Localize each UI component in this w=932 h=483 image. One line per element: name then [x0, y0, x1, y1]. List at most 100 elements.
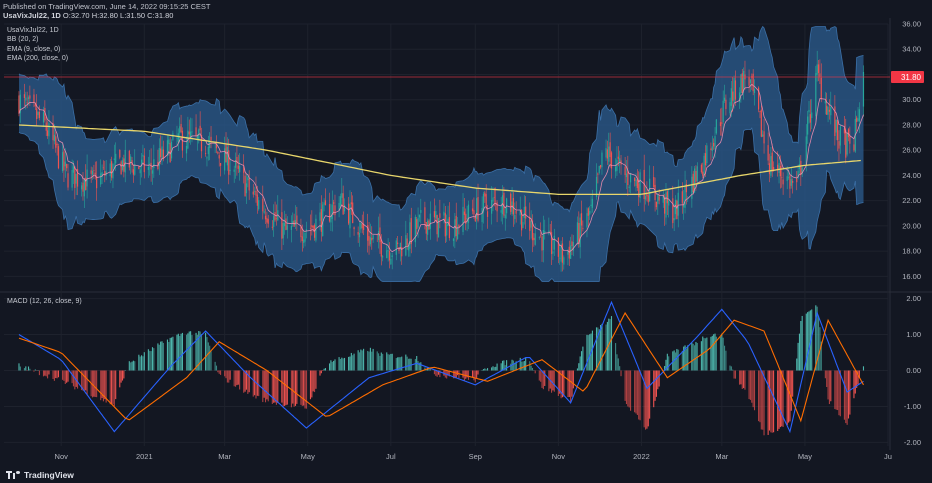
macd-tick-label: -1.00: [904, 402, 921, 411]
candle-body: [486, 211, 489, 217]
histogram-bar: [646, 370, 648, 429]
histogram-bar: [414, 358, 416, 371]
legend-ema200[interactable]: EMA (200, close, 0): [7, 55, 69, 63]
candle-body: [511, 201, 513, 215]
candle-body: [234, 160, 237, 168]
candle-body: [75, 173, 77, 184]
histogram-bar: [597, 327, 599, 371]
histogram-bar: [220, 370, 222, 375]
candle-body: [391, 255, 393, 258]
legend-ema9[interactable]: EMA (9, close, 0): [7, 45, 61, 53]
histogram-bar: [19, 366, 21, 371]
histogram-bar: [552, 370, 554, 391]
candle-body: [86, 169, 88, 187]
bollinger-upper: [18, 25, 864, 213]
histogram-bar: [67, 370, 69, 382]
candle-body: [386, 250, 388, 259]
axes: 36.0034.0032.0030.0028.0026.0024.0022.00…: [55, 20, 924, 461]
histogram-bar: [853, 370, 855, 399]
candle-body: [417, 217, 419, 228]
histogram-bar: [807, 312, 809, 371]
candle-body: [94, 172, 96, 175]
histogram-bar: [296, 370, 298, 404]
candle-body: [26, 102, 28, 103]
histogram-bar: [541, 370, 543, 388]
candle-body: [801, 167, 803, 175]
histogram-bar: [55, 370, 57, 379]
candle-body: [817, 64, 820, 73]
candle-body: [119, 149, 121, 158]
histogram-bar: [458, 370, 460, 379]
histogram-bar: [837, 370, 839, 411]
histogram-bar: [748, 370, 750, 400]
histogram-bar: [704, 338, 707, 371]
candle-body: [476, 198, 478, 219]
logo-text: TradingView: [24, 470, 74, 480]
candle-body: [816, 64, 818, 75]
histogram-bar: [401, 356, 403, 371]
macd-legend[interactable]: MACD (12, 26, close, 9): [7, 298, 82, 305]
histogram-bar: [684, 345, 686, 371]
ema200-line: [18, 124, 861, 196]
histogram-bar: [534, 370, 536, 374]
candle-body: [29, 95, 31, 99]
candle-body: [847, 129, 850, 138]
histogram-bar: [847, 370, 850, 419]
candle-body: [115, 153, 117, 164]
histogram-bar: [429, 368, 431, 371]
candle-body: [18, 95, 20, 114]
candle-body: [312, 225, 314, 229]
candle-body: [625, 173, 628, 178]
candle-body: [482, 193, 485, 213]
candle-body: [120, 161, 122, 175]
candle-body: [595, 176, 598, 197]
candle-body: [843, 128, 846, 134]
candle-body: [567, 250, 569, 255]
candle-body: [311, 225, 313, 228]
histogram-bar: [790, 370, 792, 411]
candle-body: [672, 198, 674, 224]
candle-body: [286, 225, 288, 230]
histogram-bar: [515, 361, 517, 371]
macd-tick-label: -2.00: [904, 438, 921, 447]
candle-body: [343, 204, 346, 212]
histogram-bar: [274, 370, 276, 403]
histogram-bar: [311, 370, 313, 398]
histogram-bar: [123, 370, 125, 379]
candle-body: [90, 170, 92, 174]
histogram-bar: [540, 370, 542, 382]
histogram-bar: [762, 370, 764, 430]
candle-body: [740, 74, 742, 94]
histogram-bar: [255, 370, 257, 399]
candle-body: [687, 196, 689, 198]
histogram-bar: [207, 342, 209, 371]
histogram-bar: [816, 306, 818, 371]
histogram-bar: [37, 370, 39, 371]
candle-body: [290, 225, 293, 230]
histogram-bar: [681, 350, 683, 371]
histogram-bar: [485, 369, 487, 371]
histogram-bar: [722, 337, 724, 371]
histogram-bar: [380, 352, 382, 371]
histogram-bar: [168, 341, 170, 371]
histogram-bar: [286, 370, 288, 405]
candle-body: [571, 241, 573, 247]
histogram-bar: [170, 337, 173, 371]
candle-body: [96, 176, 98, 189]
candle-body: [673, 218, 675, 221]
histogram-bar: [768, 370, 771, 431]
indicator-legend[interactable]: UsaVixJul22, 1D BB (20, 2) EMA (9, close…: [7, 26, 68, 64]
candle-body: [685, 183, 688, 193]
candle-body: [38, 111, 41, 118]
histogram-bar: [47, 370, 49, 379]
legend-bb[interactable]: BB (20, 2): [7, 36, 39, 44]
histogram-bar: [496, 363, 498, 371]
tradingview-logo[interactable]: TradingView: [6, 470, 74, 480]
time-tick-label: 2022: [633, 452, 650, 461]
histogram-bar: [26, 370, 28, 371]
candle-body: [548, 230, 550, 234]
histogram-bar: [357, 350, 359, 371]
candle-body: [25, 97, 27, 101]
candle-body: [484, 192, 486, 197]
candle-body: [760, 109, 762, 137]
